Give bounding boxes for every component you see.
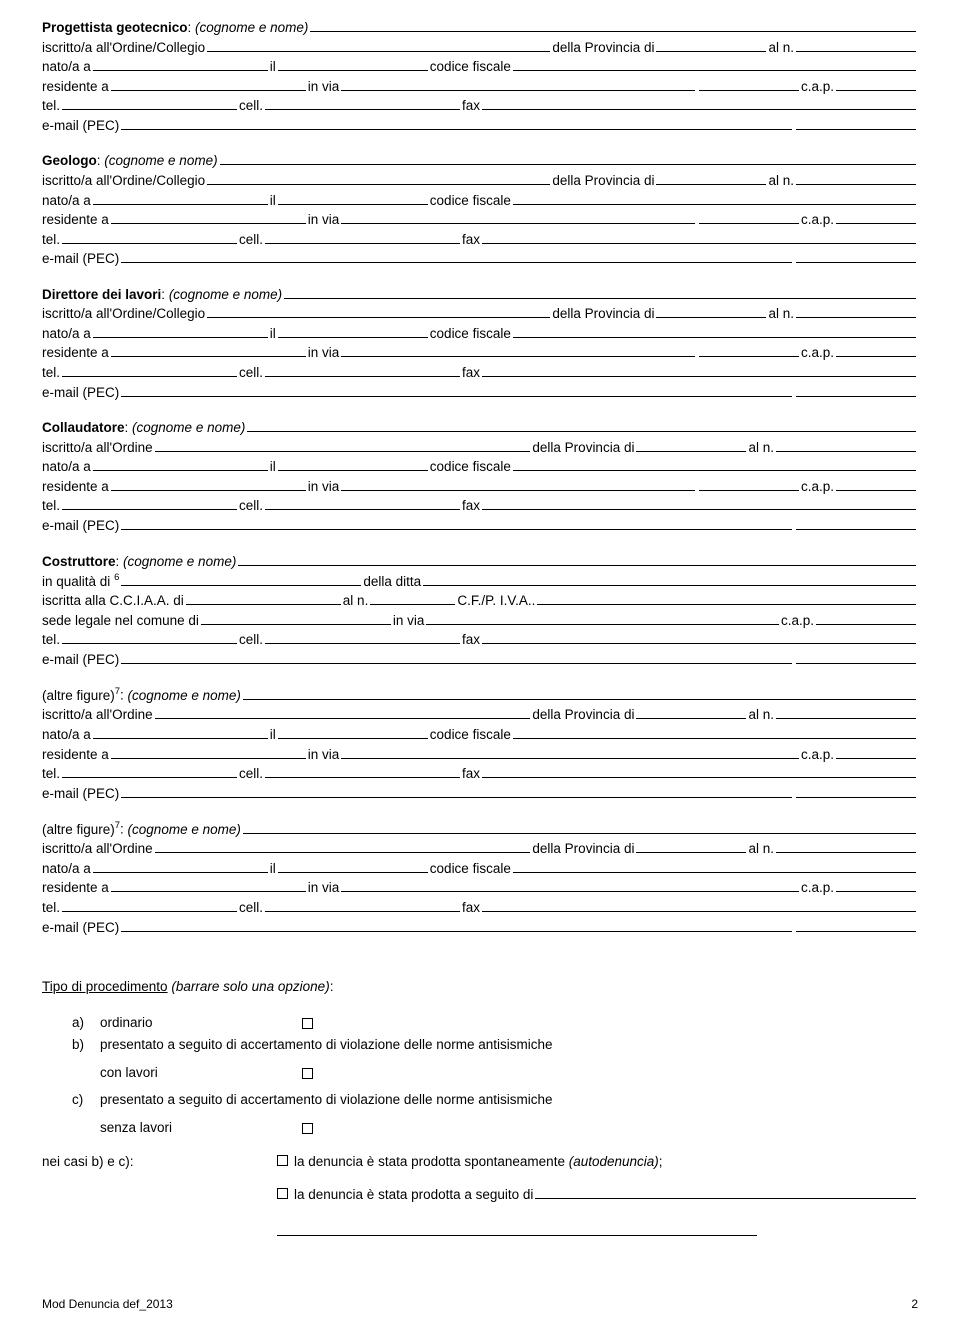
ordine-label: iscritto/a all'Ordine/Collegio xyxy=(42,38,205,58)
option-letter-b: b) xyxy=(72,1035,100,1055)
blank-via[interactable] xyxy=(341,77,695,91)
blank-email[interactable] xyxy=(121,116,792,130)
section-altre-2: (altre figure) 7: (cognome e nome) iscri… xyxy=(42,819,918,937)
section-collaudatore: Collaudatore : (cognome e nome) iscritto… xyxy=(42,418,918,535)
cf-label: codice fiscale xyxy=(430,57,511,77)
cell-label: cell. xyxy=(239,96,263,116)
blank-den2-line2[interactable] xyxy=(277,1223,757,1237)
section-costruttore: Costruttore : (cognome e nome) in qualit… xyxy=(42,552,918,670)
cognome-label: (cognome e nome) xyxy=(195,18,308,38)
title: (altre figure) xyxy=(42,820,115,840)
option-b-sub: con lavori xyxy=(72,1063,918,1083)
checkbox-c[interactable] xyxy=(302,1123,313,1134)
procedimento-hint: (barrare solo una opzione) xyxy=(171,977,329,997)
procedimento-section: Tipo di procedimento (barrare solo una o… xyxy=(42,977,918,1236)
title: Progettista geotecnico xyxy=(42,18,188,38)
blank-ordine[interactable] xyxy=(207,38,550,52)
checkbox-a[interactable] xyxy=(302,1018,313,1029)
blank-tel[interactable] xyxy=(62,97,237,111)
aln-label: al n. xyxy=(768,38,794,58)
blank-email2[interactable] xyxy=(796,116,916,130)
footer-right: 2 xyxy=(911,1296,918,1313)
blank-res[interactable] xyxy=(111,77,306,91)
blank-il[interactable] xyxy=(278,58,428,72)
casi-label: nei casi b) e c): xyxy=(42,1152,277,1172)
title: Collaudatore xyxy=(42,418,125,438)
checkbox-den2[interactable] xyxy=(277,1188,288,1199)
tel-label: tel. xyxy=(42,96,60,116)
procedimento-title: Tipo di procedimento xyxy=(42,977,168,997)
blank-prov[interactable] xyxy=(656,38,766,52)
title: Costruttore xyxy=(42,552,116,572)
section-direttore: Direttore dei lavori : (cognome e nome) … xyxy=(42,285,918,402)
blank-name[interactable] xyxy=(310,19,916,33)
checkbox-den1[interactable] xyxy=(277,1155,288,1166)
invia-label: in via xyxy=(308,77,340,97)
title: (altre figure) xyxy=(42,686,115,706)
casi-row-1: nei casi b) e c): la denuncia è stata pr… xyxy=(42,1152,918,1172)
blank-nato[interactable] xyxy=(93,58,268,72)
option-a: a) ordinario xyxy=(72,1013,918,1033)
title: Direttore dei lavori xyxy=(42,285,161,305)
residente-label: residente a xyxy=(42,77,109,97)
cap-label: c.a.p. xyxy=(801,77,834,97)
casi-row-2: la denuncia è stata prodotta a seguito d… xyxy=(42,1185,918,1205)
blank-cap[interactable] xyxy=(836,77,916,91)
blank-cell[interactable] xyxy=(265,97,460,111)
email-label: e-mail (PEC) xyxy=(42,116,119,136)
section-altre-1: (altre figure) 7: (cognome e nome) iscri… xyxy=(42,685,918,803)
option-letter-c: c) xyxy=(72,1090,100,1110)
blank-aln[interactable] xyxy=(796,38,916,52)
section-progettista: Progettista geotecnico : (cognome e nome… xyxy=(42,18,918,135)
provincia-label: della Provincia di xyxy=(552,38,654,58)
option-c: c) presentato a seguito di accertamento … xyxy=(72,1090,918,1110)
footer: Mod Denuncia def_2013 2 xyxy=(42,1296,918,1313)
blank-via2[interactable] xyxy=(699,77,799,91)
il-label: il xyxy=(270,57,276,77)
nato-label: nato/a a xyxy=(42,57,91,77)
options-list: a) ordinario b) presentato a seguito di … xyxy=(42,1013,918,1138)
option-b: b) presentato a seguito di accertamento … xyxy=(72,1035,918,1055)
fax-label: fax xyxy=(462,96,480,116)
blank-den2[interactable] xyxy=(535,1186,916,1200)
footer-left: Mod Denuncia def_2013 xyxy=(42,1296,173,1313)
option-c-sub: senza lavori xyxy=(72,1118,918,1138)
option-letter-a: a) xyxy=(72,1013,100,1033)
blank-fax[interactable] xyxy=(482,97,916,111)
title: Geologo xyxy=(42,151,97,171)
checkbox-b[interactable] xyxy=(302,1068,313,1079)
section-geologo: Geologo : (cognome e nome) iscritto/a al… xyxy=(42,151,918,268)
blank-cf[interactable] xyxy=(513,58,916,72)
